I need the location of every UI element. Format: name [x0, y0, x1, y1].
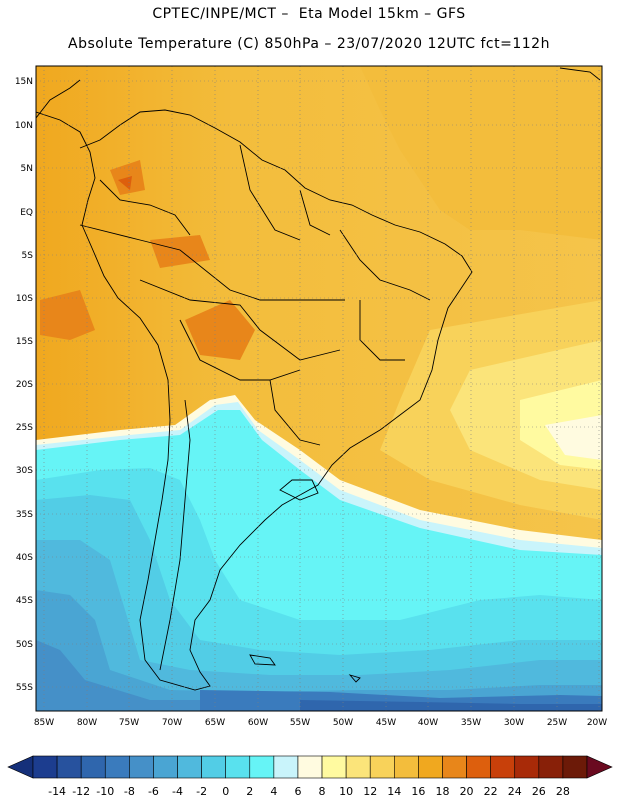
lat-label-45s: 45S [16, 596, 33, 606]
longitude-labels: 85W 80W 75W 70W 65W 60W 55W 50W 45W 40W … [34, 718, 607, 728]
color-scale-label: 10 [339, 785, 353, 798]
color-scale-swatch [129, 755, 154, 779]
color-scale-high-arrow [586, 755, 613, 779]
color-scale-label: 14 [387, 785, 401, 798]
lat-label-25s: 25S [16, 423, 33, 433]
color-scale-label: 28 [556, 785, 570, 798]
color-scale-label: -6 [148, 785, 159, 798]
color-scale-swatch [297, 755, 323, 779]
lon-label-20w: 20W [587, 718, 607, 728]
color-scale-swatch [418, 755, 443, 779]
color-scale-swatch [514, 755, 540, 779]
color-scale-swatch [177, 755, 202, 779]
lon-label-75w: 75W [119, 718, 139, 728]
color-scale-label: 0 [222, 785, 229, 798]
lat-label-10n: 10N [15, 121, 33, 131]
lon-label-35w: 35W [461, 718, 481, 728]
coastlines [36, 67, 601, 691]
lon-label-55w: 55W [290, 718, 310, 728]
lat-label-15s: 15S [16, 337, 33, 347]
color-scale-label: -12 [72, 785, 90, 798]
lat-label-30s: 30S [16, 466, 33, 476]
color-scale-label: 2 [246, 785, 253, 798]
color-scale-swatch [321, 755, 347, 779]
lon-label-25w: 25W [547, 718, 567, 728]
color-scale-swatch [442, 755, 467, 779]
lon-label-80w: 80W [77, 718, 97, 728]
chart-title-line-2: Absolute Temperature (C) 850hPa – 23/07/… [68, 36, 550, 52]
color-scale-label: -14 [48, 785, 66, 798]
color-scale-label: 22 [484, 785, 498, 798]
color-scale-label: -8 [124, 785, 135, 798]
color-scale-label: 12 [363, 785, 377, 798]
lat-label-35s: 35S [16, 510, 33, 520]
color-scale-label: 16 [411, 785, 425, 798]
lat-label-40s: 40S [16, 553, 33, 563]
color-scale-label: 26 [532, 785, 546, 798]
lat-label-eq: EQ [20, 208, 33, 218]
color-scale-swatch [538, 755, 564, 779]
color-scale-swatch [201, 755, 226, 779]
color-scale-label: 20 [460, 785, 474, 798]
color-scale-bar [7, 755, 613, 779]
color-scale-swatch [249, 755, 275, 779]
color-scale-label: 24 [508, 785, 522, 798]
color-scale-label: 8 [319, 785, 326, 798]
lat-label-5s: 5S [22, 251, 34, 261]
color-scale-swatch [345, 755, 371, 779]
color-scale-swatch [273, 755, 299, 779]
color-scale-label: 18 [435, 785, 449, 798]
color-scale-labels: -14 -12 -10 -8 -6 -4 -2 0 2 4 6 8 10 12 14 16 18 20 22 24 26… [48, 785, 570, 798]
lat-label-55s: 55S [16, 683, 33, 693]
color-scale-swatch [394, 755, 419, 779]
lat-label-20s: 20S [16, 380, 33, 390]
color-scale-swatch [104, 755, 130, 779]
color-scale-swatch [562, 755, 588, 779]
color-scale-label: -4 [172, 785, 183, 798]
color-scale-swatch [56, 755, 82, 779]
lat-label-15n: 15N [15, 77, 33, 87]
lat-label-10s: 10S [16, 294, 33, 304]
temperature-field [36, 66, 602, 711]
lon-label-60w: 60W [248, 718, 268, 728]
chart-title-line-1: CPTEC/INPE/MCT – Eta Model 15km – GFS [152, 6, 466, 22]
lon-label-30w: 30W [504, 718, 524, 728]
color-scale-swatch [32, 755, 58, 779]
color-scale-swatch [80, 755, 106, 779]
lon-label-50w: 50W [333, 718, 353, 728]
lon-label-70w: 70W [162, 718, 182, 728]
color-scale-swatch [225, 755, 251, 779]
lon-label-40w: 40W [418, 718, 438, 728]
lat-label-5n: 5N [21, 164, 33, 174]
color-scale-label: 4 [270, 785, 277, 798]
color-scale-label: -10 [96, 785, 114, 798]
color-scale-swatch [490, 755, 516, 779]
map-frame [35, 65, 603, 712]
color-scale-swatch [466, 755, 491, 779]
color-scale-label: 6 [294, 785, 301, 798]
color-scale-low-arrow [7, 755, 34, 779]
color-scale-label: -2 [196, 785, 207, 798]
lon-label-65w: 65W [205, 718, 225, 728]
latitude-labels: 15N 10N 5N EQ 5S 10S 15S 20S 25S 30S 35S… [15, 77, 33, 693]
lon-label-45w: 45W [376, 718, 396, 728]
color-scale-swatch [369, 755, 395, 779]
color-scale-swatch [153, 755, 178, 779]
lon-label-85w: 85W [34, 718, 54, 728]
lat-label-50s: 50S [16, 640, 33, 650]
